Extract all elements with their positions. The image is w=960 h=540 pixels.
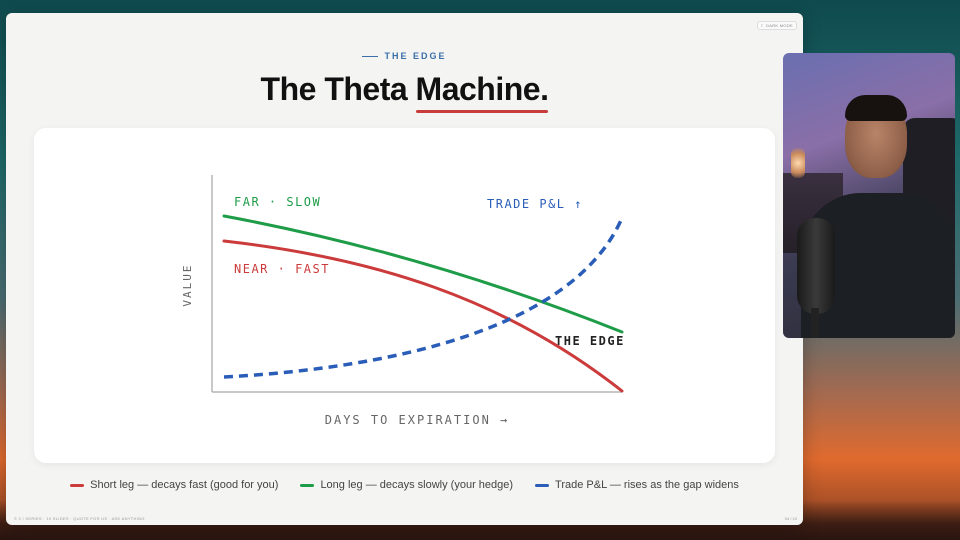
diagram-card: FAR · SLOW NEAR · FAST TRADE P&L ↑ THE E… <box>34 128 775 463</box>
slide-page-number: 04 / 10 <box>784 516 797 521</box>
dark-mode-button[interactable]: ☾ DARK MODE <box>756 21 797 30</box>
legend-swatch-trade <box>535 483 550 487</box>
legend-item-trade: Trade P&L — rises as the gap widens <box>535 479 739 491</box>
legend-item-long-leg: Long leg — decays slowly (your hedge) <box>300 479 513 491</box>
long-leg-curve <box>222 214 624 334</box>
legend: Short leg — decays fast (good for you) L… <box>6 479 803 491</box>
presenter-hair <box>845 95 907 121</box>
y-axis-label: VALUE <box>181 263 194 306</box>
label-near: NEAR · FAST <box>234 262 330 276</box>
theta-diagram: FAR · SLOW NEAR · FAST TRADE P&L ↑ THE E… <box>181 175 625 427</box>
title-prefix: The Theta <box>260 71 416 107</box>
slide-canvas: ☾ DARK MODE THE EDGE The Theta Machine. … <box>6 13 803 525</box>
x-axis-label: DAYS TO EXPIRATION → <box>325 413 510 427</box>
label-edge: THE EDGE <box>555 334 625 348</box>
microphone-icon <box>797 218 835 314</box>
label-far: FAR · SLOW <box>234 195 321 209</box>
label-trade: TRADE P&L ↑ <box>487 197 583 211</box>
slide-title: The Theta Machine. <box>6 71 803 113</box>
legend-label-long: Long leg — decays slowly (your hedge) <box>320 479 514 491</box>
kicker-text: THE EDGE <box>384 51 447 61</box>
legend-label-trade: Trade P&L — rises as the gap widens <box>555 479 739 491</box>
legend-swatch-short <box>70 483 85 487</box>
slide-footer-left: © 2 / SERIES · 10 SLIDES · QUOTE FOR US … <box>14 516 145 521</box>
trade-pnl-curve <box>223 217 624 379</box>
background-lamp <box>791 148 805 178</box>
legend-item-short-leg: Short leg — decays fast (good for you) <box>70 479 278 491</box>
legend-label-short: Short leg — decays fast (good for you) <box>90 479 279 491</box>
legend-swatch-long <box>300 483 315 487</box>
microphone-arm <box>811 308 819 338</box>
short-leg-curve <box>222 239 624 393</box>
title-accent: Machine. <box>415 71 549 113</box>
presenter-webcam <box>783 53 955 338</box>
kicker-dash <box>362 56 379 58</box>
section-kicker: THE EDGE <box>6 51 803 61</box>
